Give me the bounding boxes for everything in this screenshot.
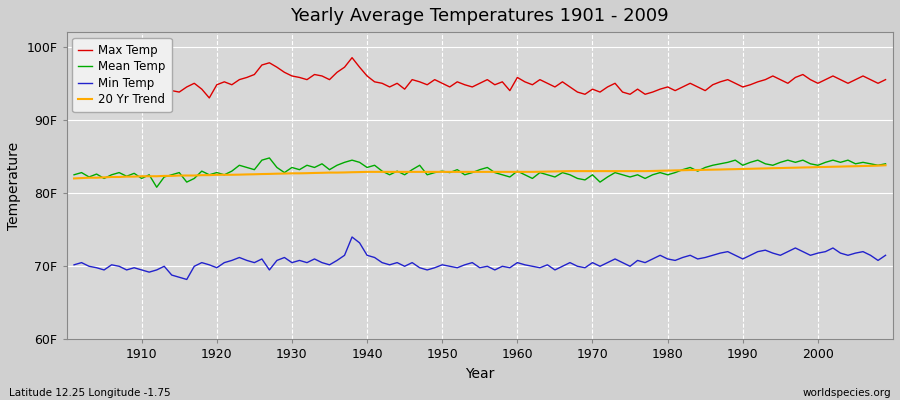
- Min Temp: [880, 253, 891, 258]
- Max Temp: [617, 90, 628, 94]
- Text: worldspecies.org: worldspecies.org: [803, 388, 891, 398]
- Mean Temp: [355, 160, 365, 165]
- 20 Yr Trend: [880, 163, 891, 168]
- 20 Yr Trend: [512, 170, 523, 174]
- Min Temp: [355, 240, 365, 245]
- 20 Yr Trend: [68, 176, 79, 181]
- Mean Temp: [527, 176, 538, 181]
- 20 Yr Trend: [129, 174, 140, 179]
- Min Temp: [346, 235, 357, 240]
- Max Temp: [302, 77, 312, 82]
- Min Temp: [519, 262, 530, 267]
- Max Temp: [346, 55, 357, 60]
- Min Temp: [181, 277, 192, 282]
- Mean Temp: [264, 156, 274, 160]
- Mean Temp: [309, 165, 320, 170]
- Mean Temp: [617, 172, 628, 177]
- Mean Temp: [519, 172, 530, 177]
- Line: Min Temp: Min Temp: [74, 237, 886, 280]
- Mean Temp: [129, 171, 140, 176]
- Max Temp: [519, 80, 530, 84]
- Text: Latitude 12.25 Longitude -1.75: Latitude 12.25 Longitude -1.75: [9, 388, 171, 398]
- 20 Yr Trend: [602, 169, 613, 174]
- Max Temp: [129, 88, 140, 93]
- Min Temp: [527, 264, 538, 269]
- Mean Temp: [151, 185, 162, 190]
- Max Temp: [527, 82, 538, 87]
- Legend: Max Temp, Mean Temp, Min Temp, 20 Yr Trend: Max Temp, Mean Temp, Min Temp, 20 Yr Tre…: [72, 38, 172, 112]
- Min Temp: [617, 260, 628, 265]
- Max Temp: [68, 80, 79, 84]
- Y-axis label: Temperature: Temperature: [7, 142, 21, 230]
- 20 Yr Trend: [504, 170, 515, 174]
- Min Temp: [68, 262, 79, 267]
- Line: Max Temp: Max Temp: [74, 58, 886, 101]
- Min Temp: [129, 265, 140, 270]
- X-axis label: Year: Year: [465, 367, 494, 381]
- Line: 20 Yr Trend: 20 Yr Trend: [74, 165, 886, 178]
- Title: Yearly Average Temperatures 1901 - 2009: Yearly Average Temperatures 1901 - 2009: [291, 7, 669, 25]
- Max Temp: [136, 98, 147, 103]
- Mean Temp: [880, 162, 891, 166]
- 20 Yr Trend: [294, 171, 305, 176]
- 20 Yr Trend: [339, 170, 350, 175]
- Line: Mean Temp: Mean Temp: [74, 158, 886, 187]
- Max Temp: [355, 65, 365, 70]
- Mean Temp: [68, 172, 79, 177]
- Max Temp: [880, 77, 891, 82]
- Min Temp: [302, 260, 312, 265]
